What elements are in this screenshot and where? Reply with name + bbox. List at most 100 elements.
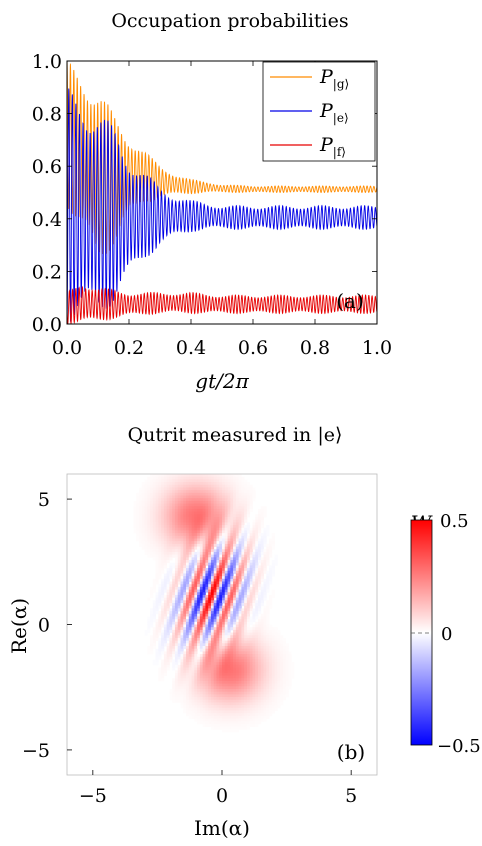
heat-cell [285,675,289,679]
heat-cell [188,646,192,650]
heat-cell [227,672,231,676]
heat-cell [188,511,192,515]
heat-cell [191,656,195,660]
heat-cell [150,474,154,478]
heat-cell [230,686,234,690]
heat-cell [180,670,184,674]
heat-cell [241,667,245,671]
heat-cell [213,697,217,701]
heat-cell [191,659,195,663]
heat-cell [230,600,234,604]
heat-cell [166,654,170,658]
heat-cell [235,484,240,488]
heat-cell [194,589,198,593]
heat-cell [233,484,237,488]
heat-cell [194,487,198,491]
heat-cell [147,511,151,515]
heat-cell [271,594,275,599]
heat-cell [150,624,154,628]
heat-cell [163,506,168,510]
heat-cell [194,565,198,569]
heat-cell [213,519,217,523]
heat-cell [180,495,184,499]
heat-cell [271,664,275,668]
heat-cell [150,635,154,639]
heat-cell [269,697,273,701]
heat-cell [208,667,212,671]
heat-cell [186,616,190,620]
heat-cell [191,646,195,650]
heat-cell [163,613,168,617]
heat-cell [252,525,256,529]
heat-cell [260,589,264,593]
heat-cell [227,492,231,496]
heat-cell [246,503,251,507]
heat-cell [233,517,237,521]
heat-cell [235,592,240,596]
heat-cell [155,578,159,582]
heat-cell [180,511,184,515]
heat-cell [233,511,237,515]
heat-cell [197,492,201,496]
heat-cell [197,635,201,639]
heat-cell [260,533,264,537]
heat-cell [269,646,273,650]
heat-cell [238,662,242,666]
heat-cell [133,500,137,504]
heat-cell [161,541,165,545]
heat-cell [205,594,209,599]
heat-cell [155,560,159,564]
heat-cell [233,678,237,682]
heat-cell [252,662,256,666]
heat-cell [269,624,273,628]
heat-cell [161,624,165,628]
heat-cell [263,656,267,660]
heat-cell [271,637,275,642]
heat-cell [282,678,287,682]
heat-cell [269,689,273,693]
heat-cell [257,584,262,588]
heat-cell [277,662,281,666]
heat-cell [263,640,267,644]
heat-cell [147,490,151,494]
heat-cell [177,699,181,703]
heat-cell [186,608,190,612]
heat-cell [202,694,206,698]
heat-cell [260,517,264,521]
heat-cell [208,672,212,676]
heat-cell [172,511,176,515]
heat-cell [208,576,212,580]
heat-cell [210,605,215,609]
heat-cell [244,667,248,671]
heat-cell [174,689,179,693]
heat-cell [174,662,179,666]
heat-cell [186,594,190,599]
heat-cell [244,637,248,642]
heat-cell [180,584,184,588]
heat-cell [174,621,179,625]
heat-cell [260,627,264,631]
heat-cell [246,656,251,660]
heat-cell [241,573,245,577]
heat-cell [238,694,242,698]
heat-cell [177,613,181,617]
heat-cell [252,611,256,615]
heat-cell [219,621,223,625]
heat-cell [197,584,201,588]
heat-cell [216,503,220,507]
heat-cell [233,592,237,596]
heat-cell [194,568,198,572]
heat-cell [227,530,231,534]
heat-cell [152,482,156,486]
heat-cell [155,608,159,612]
heat-cell [274,662,278,666]
heat-cell [257,654,262,658]
heat-cell [152,581,156,585]
heat-cell [233,707,237,711]
wigner-chart: Qutrit measured in |e⟩ −5 0 5−505 Im(α) Re… [7,424,481,840]
heat-cell [246,525,251,529]
heat-cell [249,705,253,709]
heat-cell [227,482,231,486]
heat-cell [158,535,162,539]
heat-cell [177,546,181,550]
